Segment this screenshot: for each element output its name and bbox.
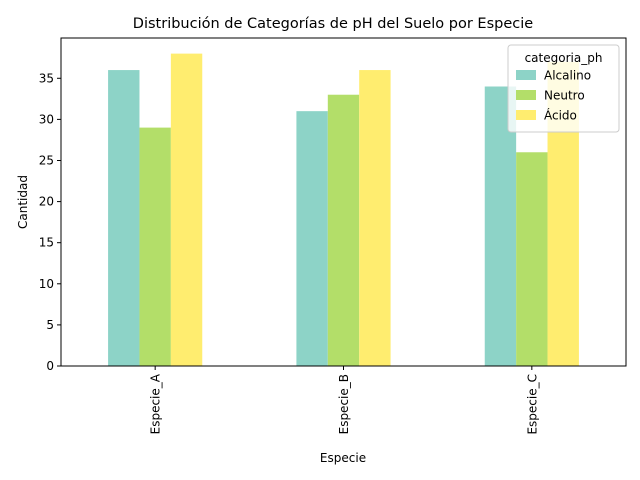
y-axis: 0 5 10 15 20 25 30 35: [39, 71, 61, 373]
bar-especie_c-neutro: [516, 152, 548, 366]
y-tick-label: 25: [39, 153, 54, 167]
bar-especie_a-neutro: [139, 127, 171, 367]
legend-swatch: [516, 70, 536, 80]
bar-especie_c-alcalino: [484, 86, 517, 366]
bar-especie_a-ácido: [170, 53, 203, 366]
x-tick-label: Especie_A: [149, 373, 163, 434]
y-tick-label: 5: [46, 318, 54, 332]
bar-especie_b-ácido: [359, 70, 391, 366]
bars: [108, 53, 579, 367]
x-tick-label: Especie_B: [337, 374, 351, 434]
y-tick-label: 20: [39, 195, 54, 209]
y-tick-label: 0: [46, 359, 54, 373]
legend-title: categoria_ph: [525, 51, 603, 65]
y-tick-label: 35: [39, 71, 54, 85]
legend-items: Alcalino Neutro Ácido: [516, 69, 591, 123]
x-axis-label: Especie: [320, 451, 366, 465]
y-tick-label: 30: [39, 112, 54, 126]
y-tick-label: 15: [39, 236, 54, 250]
legend: categoria_ph Alcalino Neutro Ácido: [507, 44, 620, 133]
legend-swatch: [516, 90, 536, 100]
bar-especie_b-alcalino: [296, 111, 328, 367]
legend-swatch: [516, 110, 536, 120]
legend-label: Alcalino: [544, 69, 591, 83]
x-axis: Especie_A Especie_B Especie_C: [149, 366, 539, 435]
x-tick-label: Especie_C: [525, 374, 539, 435]
legend-label: Ácido: [544, 108, 577, 123]
chart-title: Distribución de Categorías de pH del Sue…: [133, 16, 533, 32]
legend-label: Neutro: [544, 89, 585, 103]
bar-especie_b-neutro: [327, 94, 360, 366]
y-tick-label: 10: [39, 277, 54, 291]
plot-frame: [60, 37, 627, 367]
y-axis-label: Cantidad: [16, 175, 30, 229]
bar-especie_a-alcalino: [108, 70, 140, 366]
